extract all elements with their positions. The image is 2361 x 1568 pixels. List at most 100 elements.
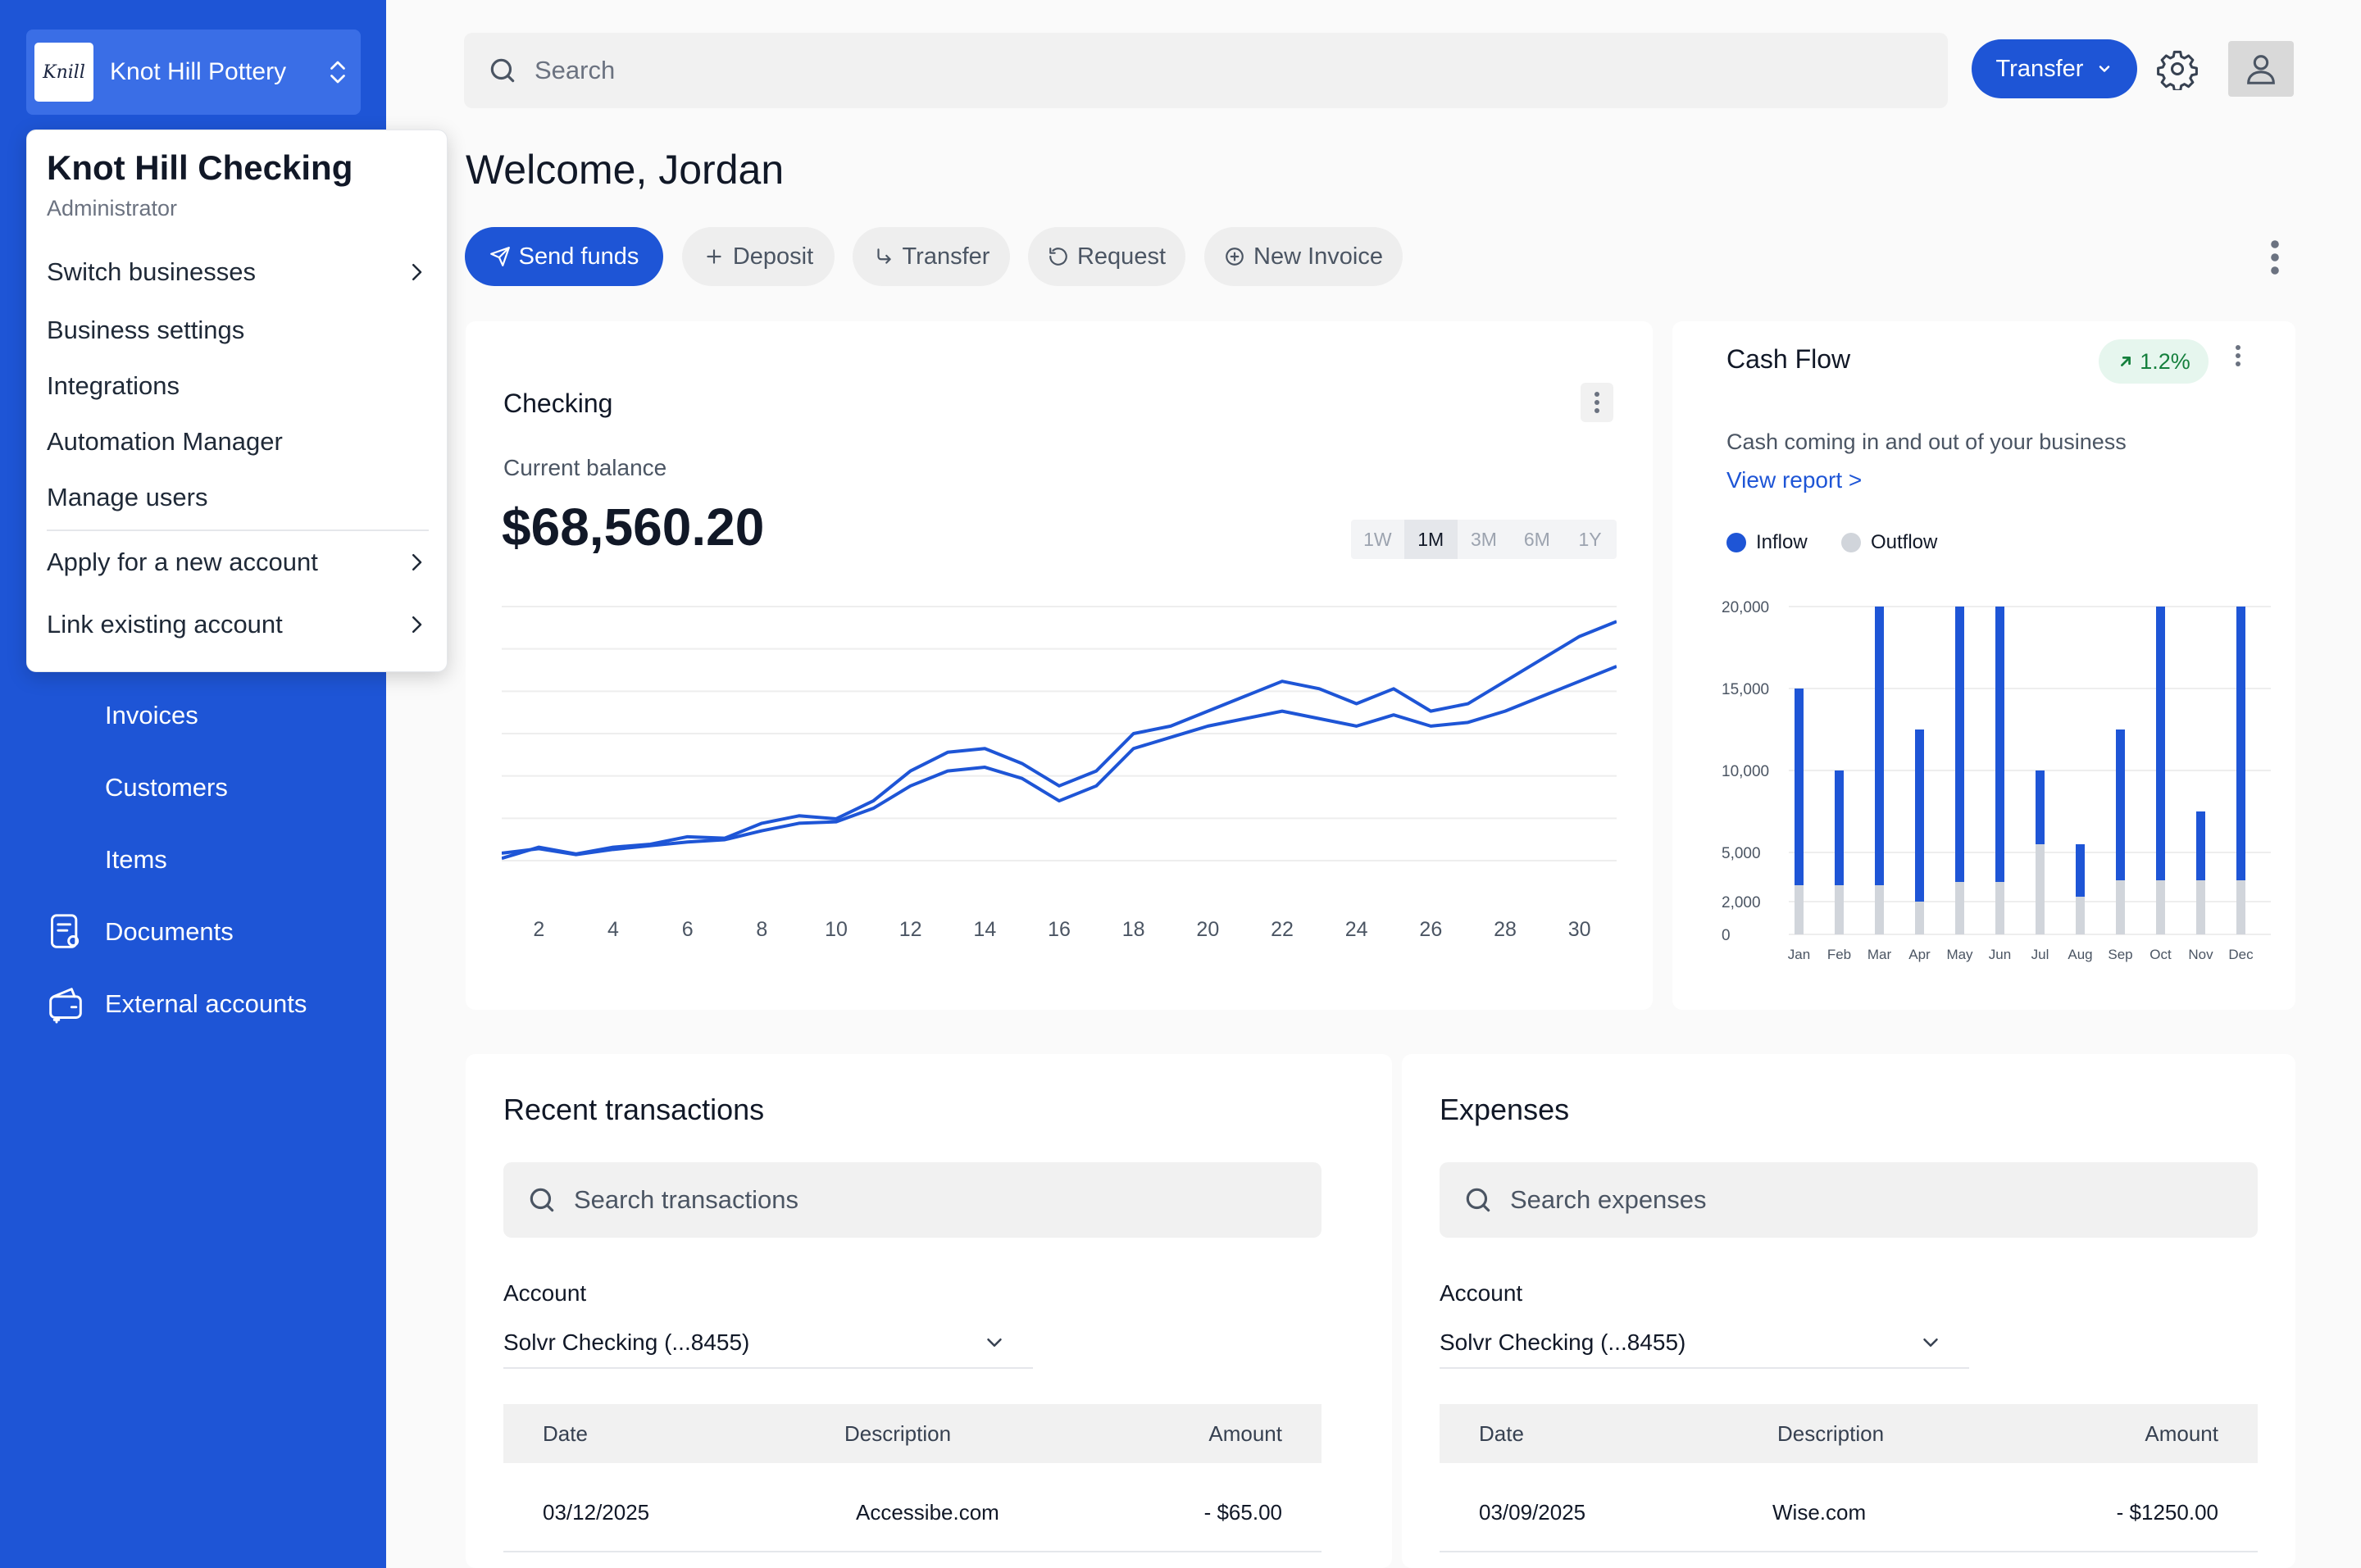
range-tab-1m[interactable]: 1M <box>1403 520 1458 559</box>
send-funds-button[interactable]: Send funds <box>465 227 663 286</box>
menu-item-automation-manager[interactable]: Automation Manager <box>47 417 429 466</box>
bar-outflow <box>2156 880 2165 934</box>
row-description: Accessibe.com <box>856 1499 999 1525</box>
dropdown-title: Knot Hill Checking <box>47 148 353 187</box>
y-tick-label: 10,000 <box>1722 763 1769 780</box>
deposit-button[interactable]: Deposit <box>682 227 835 286</box>
x-tick-label: 8 <box>756 918 767 941</box>
y-tick-label: 2,000 <box>1722 894 1761 911</box>
transfer-button[interactable]: Transfer <box>853 227 1010 286</box>
bar-outflow <box>1875 885 1884 934</box>
transfer-label: Transfer <box>902 243 990 270</box>
expenses-table-header: Date Description Amount <box>1440 1404 2258 1463</box>
transfer-dropdown-button[interactable]: Transfer <box>1972 39 2137 98</box>
send-funds-label: Send funds <box>518 243 639 270</box>
more-options-icon <box>2236 345 2240 366</box>
x-tick-label: Mar <box>1867 947 1892 962</box>
account-dropdown-menu: Knot Hill Checking Administrator Switch … <box>26 130 448 672</box>
account-value: Solvr Checking (...8455) <box>503 1329 750 1355</box>
range-tab-3m[interactable]: 3M <box>1471 528 1497 550</box>
send-icon <box>489 247 510 266</box>
chevron-up-down-icon <box>330 61 345 84</box>
expenses-card <box>1402 1054 2295 1568</box>
x-tick-label: 22 <box>1271 918 1294 941</box>
cashflow-subtitle: Cash coming in and out of your business <box>1726 429 2127 454</box>
page-title: Welcome, Jordan <box>466 147 785 193</box>
row-amount: - $1250.00 <box>2116 1499 2218 1525</box>
series-line-1 <box>502 620 1617 861</box>
x-tick-label: Feb <box>1827 947 1851 962</box>
search-placeholder: Search <box>535 56 616 84</box>
gear-icon <box>2157 50 2198 90</box>
profile-button[interactable] <box>2228 41 2294 97</box>
transactions-table-header: Date Description Amount <box>503 1404 1322 1463</box>
search-transactions-input[interactable]: Search transactions <box>503 1162 1322 1238</box>
row-description: Wise.com <box>1772 1499 1867 1525</box>
x-tick-label: 14 <box>973 918 996 941</box>
sidebar-item-items[interactable]: Items <box>0 831 386 889</box>
sidebar-item-external-accounts[interactable]: External accounts <box>0 975 386 1033</box>
checking-more-button[interactable] <box>1581 383 1613 422</box>
y-tick-label: 20,000 <box>1722 599 1769 616</box>
menu-item-link-existing-account[interactable]: Link existing account <box>47 600 429 649</box>
table-row[interactable]: 03/09/2025 Wise.com - $1250.00 <box>1440 1474 2258 1552</box>
account-select[interactable]: Solvr Checking (...8455) <box>503 1318 1033 1369</box>
view-report-link[interactable]: View report > <box>1726 467 1863 493</box>
account-select[interactable]: Solvr Checking (...8455) <box>1440 1318 1969 1369</box>
menu-item-business-settings[interactable]: Business settings <box>47 306 429 355</box>
column-header-date[interactable]: Date <box>543 1420 588 1446</box>
menu-item-switch-businesses[interactable]: Switch businesses <box>47 248 429 297</box>
range-tab-1w[interactable]: 1W <box>1363 528 1392 550</box>
range-tab-6m[interactable]: 6M <box>1523 528 1550 550</box>
chevron-right-icon <box>412 264 422 280</box>
global-search-input[interactable]: Search <box>464 33 1948 108</box>
menu-item-label: Manage users <box>47 483 208 511</box>
column-header-amount[interactable]: Amount <box>2145 1420 2218 1446</box>
business-switcher[interactable]: Knill Knot Hill Pottery <box>26 30 361 115</box>
menu-item-apply-new-account[interactable]: Apply for a new account <box>47 538 429 587</box>
x-tick-label: 20 <box>1196 918 1219 941</box>
chevron-down-icon <box>987 1338 1002 1347</box>
x-tick-label: 26 <box>1419 918 1442 941</box>
menu-item-manage-users[interactable]: Manage users <box>47 473 429 522</box>
current-balance: $68,560.20 <box>502 498 765 557</box>
menu-item-label: Link existing account <box>47 610 283 639</box>
x-tick-label: 28 <box>1494 918 1517 941</box>
column-header-amount[interactable]: Amount <box>1208 1420 1282 1446</box>
cashflow-card <box>1672 321 2295 1010</box>
refresh-icon <box>1049 248 1067 266</box>
sidebar-item-invoices[interactable]: Invoices <box>0 687 386 744</box>
x-tick-label: Apr <box>1908 947 1931 962</box>
bar-outflow <box>2196 880 2205 934</box>
cashflow-more-button[interactable] <box>2230 339 2246 372</box>
account-value: Solvr Checking (...8455) <box>1440 1329 1686 1355</box>
x-tick-label: May <box>1946 947 1973 962</box>
bar-inflow <box>2236 607 2245 934</box>
business-logo: Knill <box>34 43 93 102</box>
sidebar-item-customers[interactable]: Customers <box>0 759 386 816</box>
menu-item-integrations[interactable]: Integrations <box>47 361 429 411</box>
sidebar-item-documents[interactable]: Documents <box>0 903 386 961</box>
table-row[interactable]: 03/12/2025 Accessibe.com - $65.00 <box>503 1474 1322 1552</box>
range-tab-1y[interactable]: 1Y <box>1578 528 1602 550</box>
sidebar-item-label: External accounts <box>105 989 307 1018</box>
search-expenses-input[interactable]: Search expenses <box>1440 1162 2258 1238</box>
series-line-2 <box>502 665 1617 857</box>
settings-button[interactable] <box>2148 39 2207 98</box>
more-options-icon[interactable] <box>2263 238 2287 277</box>
request-button[interactable]: Request <box>1028 227 1185 286</box>
search-icon <box>1466 1188 1490 1212</box>
search-placeholder: Search expenses <box>1510 1185 1707 1214</box>
column-header-date[interactable]: Date <box>1479 1420 1524 1446</box>
bar-outflow <box>1915 902 1924 934</box>
legend-label: Outflow <box>1871 531 1938 553</box>
new-invoice-label: New Invoice <box>1253 243 1383 270</box>
column-header-description[interactable]: Description <box>1777 1420 1885 1446</box>
chevron-down-icon <box>1923 1338 1938 1347</box>
x-tick-label: 2 <box>533 918 544 941</box>
user-icon <box>2247 55 2275 84</box>
more-options-icon <box>1594 392 1599 413</box>
column-header-description[interactable]: Description <box>844 1420 952 1446</box>
menu-item-label: Switch businesses <box>47 257 257 286</box>
new-invoice-button[interactable]: New Invoice <box>1204 227 1403 286</box>
